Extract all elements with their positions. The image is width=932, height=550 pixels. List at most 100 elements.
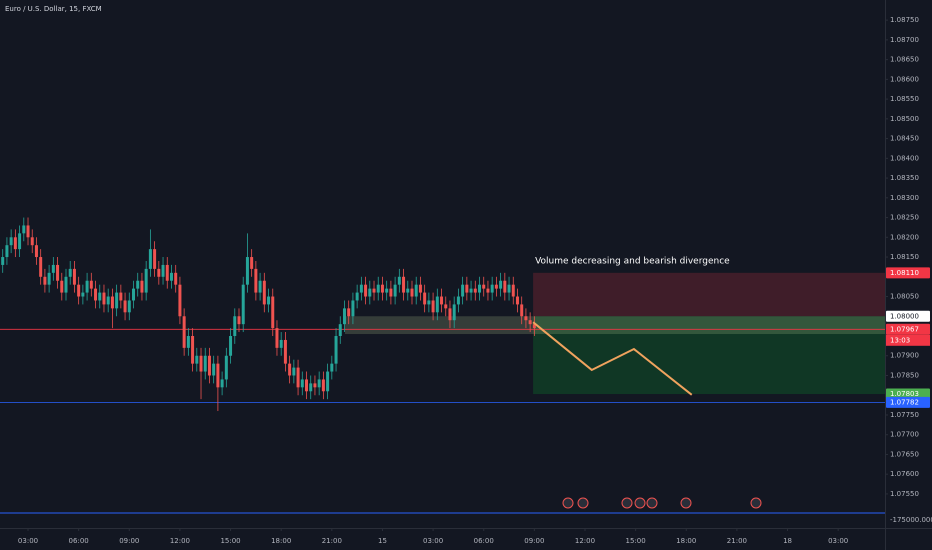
x-tick-label: 15:00: [220, 537, 240, 545]
candle-body: [5, 245, 9, 258]
candle-body: [254, 268, 258, 293]
candle-body: [342, 308, 346, 325]
candle-body: [68, 268, 72, 277]
y-tick-label: 1.08750: [890, 16, 919, 24]
candle-body: [351, 300, 355, 317]
candle-body: [478, 284, 482, 293]
candle-body: [195, 355, 199, 364]
event-icon[interactable]: [750, 497, 762, 509]
candle-body: [300, 379, 304, 388]
countdown-box: [886, 334, 930, 346]
y-tick-label: 1.08250: [890, 214, 919, 222]
candle-body: [364, 284, 368, 297]
candle-body: [110, 296, 114, 309]
candle-body: [313, 383, 317, 388]
position-zone: [344, 316, 886, 335]
candle-body: [72, 268, 76, 285]
candle-body: [305, 379, 309, 392]
candle-body: [102, 292, 106, 305]
price-label: 1.07803: [890, 390, 919, 398]
price-label: 1.08110: [890, 269, 919, 277]
y-tick-label: 1.07600: [890, 470, 919, 478]
annotation: Volume decreasing and bearish divergence: [535, 256, 730, 266]
event-icon[interactable]: [680, 497, 692, 509]
candle-body: [233, 316, 237, 337]
y-tick-label: 1.08300: [890, 194, 919, 202]
event-icon[interactable]: [621, 497, 633, 509]
candle-body: [250, 257, 254, 269]
candle-body: [452, 304, 456, 321]
candle-body: [275, 328, 279, 348]
x-tick-label: 03:00: [423, 537, 443, 545]
candle-body: [511, 284, 515, 297]
candle-body: [13, 237, 17, 250]
y-tick-label: 1.08200: [890, 233, 919, 241]
candle-body: [18, 233, 22, 250]
candle-body: [338, 324, 342, 337]
candle-body: [22, 225, 26, 234]
candle-body: [385, 288, 389, 293]
candle-body: [26, 225, 30, 238]
candle-body: [410, 288, 414, 297]
candle-body: [524, 316, 528, 321]
candle-body: [203, 355, 207, 372]
candle-body: [423, 292, 427, 305]
candle-body: [532, 324, 536, 329]
candle-body: [520, 304, 524, 317]
candle-body: [132, 288, 136, 301]
candle-body: [372, 288, 376, 293]
candle-body: [321, 379, 325, 392]
candle-body: [406, 288, 410, 293]
event-icons[interactable]: [562, 497, 762, 509]
candle-body: [431, 300, 435, 313]
x-tick-label: 06:00: [474, 537, 494, 545]
candle-body: [56, 264, 60, 281]
candle-body: [347, 308, 351, 317]
x-tick-label: 12:00: [575, 537, 595, 545]
chart-title: Euro / U.S. Dollar, 15, FXCM: [5, 5, 102, 13]
candle-body: [528, 320, 532, 325]
event-icon[interactable]: [634, 497, 646, 509]
candle-body: [245, 257, 249, 285]
candle-body: [440, 296, 444, 305]
candle-body: [507, 284, 511, 293]
candle-body: [60, 280, 64, 293]
x-tick-label: 21:00: [727, 537, 747, 545]
event-icon[interactable]: [577, 497, 589, 509]
candle-body: [98, 292, 102, 301]
candle-body: [161, 264, 165, 277]
y-tick-label: 1.08050: [890, 293, 919, 301]
candle-body: [355, 292, 359, 301]
candle-body: [30, 237, 34, 246]
y-tick-label: 1.08350: [890, 174, 919, 182]
y-tick-label: 1.07900: [890, 352, 919, 360]
candle-body: [182, 316, 186, 348]
candle-body: [237, 316, 241, 325]
x-tick-label: 03:00: [828, 537, 848, 545]
candle-body: [148, 249, 152, 269]
candle-body: [127, 300, 131, 313]
y-tick-label: 1.07700: [890, 431, 919, 439]
candle-body: [380, 284, 384, 293]
candle-body: [207, 355, 211, 376]
x-tick-label: 21:00: [322, 537, 342, 545]
y-tick-label: 1.08650: [890, 56, 919, 64]
y-tick-label: 1.08450: [890, 135, 919, 143]
event-icon[interactable]: [646, 497, 658, 509]
indicator-label: -175000.00000: [890, 516, 932, 524]
x-tick-label: 09:00: [119, 537, 139, 545]
candle-body: [296, 367, 300, 388]
y-tick-label: 1.08400: [890, 154, 919, 162]
event-icon[interactable]: [562, 497, 574, 509]
candle-body: [136, 280, 140, 289]
candle-body: [191, 336, 195, 364]
price-label-box: [886, 396, 930, 408]
x-tick-label: 09:00: [524, 537, 544, 545]
candle-body: [326, 371, 330, 392]
candle-body: [435, 296, 439, 313]
candle-body: [169, 272, 173, 281]
x-tick-label: 18: [783, 537, 792, 545]
y-tick-label: 1.07650: [890, 450, 919, 458]
candle-body: [456, 296, 460, 305]
candle-body: [427, 300, 431, 305]
